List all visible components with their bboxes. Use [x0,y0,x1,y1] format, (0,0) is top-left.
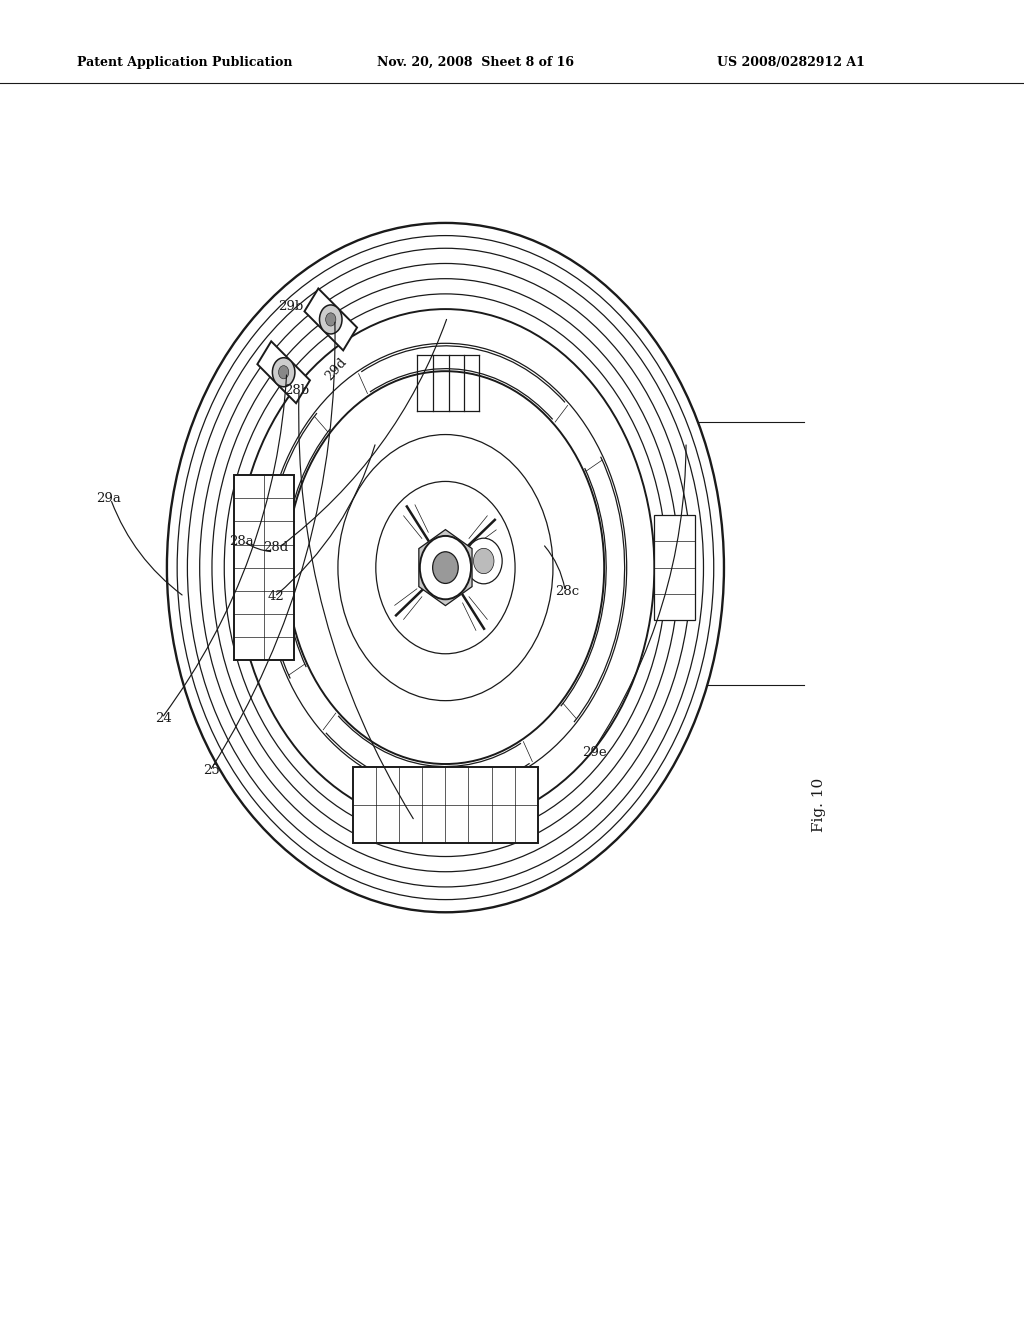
Text: 28b: 28b [284,384,309,397]
Text: 29b: 29b [278,300,303,313]
Circle shape [272,358,295,387]
Bar [654,515,695,620]
Ellipse shape [420,536,471,599]
Text: US 2008/0282912 A1: US 2008/0282912 A1 [717,55,864,69]
Ellipse shape [432,552,459,583]
Bar [353,767,538,843]
Bar [234,475,294,660]
Ellipse shape [465,539,502,583]
Text: Patent Application Publication: Patent Application Publication [77,55,292,69]
Text: 28c: 28c [555,585,580,598]
Ellipse shape [473,548,494,574]
Text: Nov. 20, 2008  Sheet 8 of 16: Nov. 20, 2008 Sheet 8 of 16 [377,55,573,69]
Circle shape [326,313,336,326]
Ellipse shape [376,482,515,653]
Polygon shape [419,529,472,606]
Text: 25: 25 [204,764,220,777]
Text: 29e: 29e [582,746,606,759]
Ellipse shape [167,223,724,912]
Text: 42: 42 [268,590,285,603]
Ellipse shape [237,309,654,826]
Text: 28d: 28d [263,541,289,554]
Polygon shape [257,342,310,403]
Text: 29a: 29a [96,492,121,506]
Text: Fig. 10: Fig. 10 [812,777,826,833]
Ellipse shape [287,371,604,764]
Circle shape [279,366,289,379]
Text: 29d: 29d [323,355,349,383]
Text: 24: 24 [156,711,172,725]
Text: 28a: 28a [229,535,254,548]
Polygon shape [304,289,357,350]
Circle shape [319,305,342,334]
